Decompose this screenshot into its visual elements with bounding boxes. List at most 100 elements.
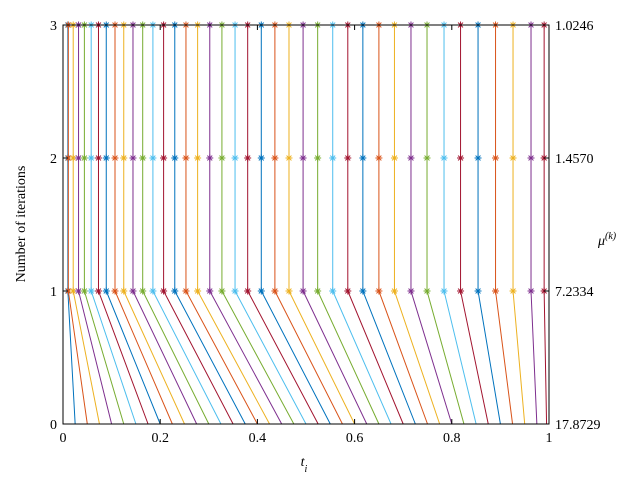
star-marker — [244, 154, 252, 162]
series-line — [197, 25, 270, 425]
series-line — [274, 25, 343, 425]
series-line — [78, 25, 113, 425]
star-marker — [390, 154, 398, 162]
star-marker — [509, 154, 517, 162]
star-marker — [299, 287, 307, 295]
series-line — [142, 25, 210, 425]
star-marker — [75, 287, 83, 295]
series-line — [426, 25, 465, 425]
star-marker — [120, 154, 128, 162]
series-line — [247, 25, 319, 425]
y2-tick-label: 1.4570 — [555, 152, 594, 167]
y-tick-label: 2 — [50, 152, 57, 167]
star-marker — [129, 154, 137, 162]
x-axis-label-sub: i — [305, 464, 308, 475]
star-marker — [64, 287, 72, 295]
star-marker — [87, 287, 95, 295]
series-line — [288, 25, 356, 425]
star-marker — [160, 154, 168, 162]
star-marker — [64, 154, 72, 162]
star-marker — [440, 287, 448, 295]
series-line — [132, 25, 198, 425]
star-marker — [102, 287, 110, 295]
star-marker — [206, 287, 214, 295]
star-marker — [271, 154, 279, 162]
star-marker — [407, 154, 415, 162]
series-line — [163, 25, 234, 425]
star-marker — [80, 287, 88, 295]
series-line — [123, 25, 185, 425]
star-marker — [149, 154, 157, 162]
y2-axis-label-sup: (k) — [605, 231, 617, 242]
star-marker — [407, 287, 415, 295]
series-line — [302, 25, 368, 425]
star-marker — [329, 287, 337, 295]
series-line — [393, 25, 441, 425]
series-line — [105, 25, 161, 425]
star-marker — [129, 287, 137, 295]
star-marker — [314, 287, 322, 295]
x-tick-label: 0.6 — [346, 431, 364, 446]
plot-frame — [62, 24, 550, 425]
series-line — [332, 25, 392, 425]
star-marker — [171, 287, 179, 295]
series-line — [83, 25, 125, 425]
star-marker — [171, 154, 179, 162]
star-marker — [257, 287, 265, 295]
series-line — [234, 25, 307, 425]
star-marker — [285, 287, 293, 295]
series-line — [90, 25, 137, 425]
star-marker — [440, 154, 448, 162]
x-tick-label: 1 — [546, 431, 553, 446]
star-marker — [375, 287, 383, 295]
series-line — [114, 25, 173, 425]
x-tick-label: 0.4 — [249, 431, 267, 446]
star-marker — [139, 287, 147, 295]
series-line — [72, 25, 100, 425]
star-marker — [344, 287, 352, 295]
series-line — [97, 25, 149, 425]
star-marker — [111, 287, 119, 295]
series-line — [317, 25, 380, 425]
series-line — [443, 25, 477, 425]
series-line — [460, 25, 489, 425]
star-marker — [102, 154, 110, 162]
star-marker — [87, 154, 95, 162]
series-line — [209, 25, 283, 425]
series-line — [362, 25, 416, 425]
star-marker — [182, 154, 190, 162]
series-line — [410, 25, 453, 425]
star-marker — [218, 154, 226, 162]
star-marker — [139, 154, 147, 162]
series-line — [185, 25, 258, 425]
star-marker — [194, 287, 202, 295]
y-tick-label: 0 — [50, 418, 57, 433]
series-line — [347, 25, 404, 425]
star-marker — [244, 287, 252, 295]
y2-axis-label-main: μ — [597, 234, 605, 249]
star-marker — [492, 287, 500, 295]
series-line — [530, 25, 538, 425]
x-axis-label-main: t — [301, 455, 306, 470]
star-marker — [120, 287, 128, 295]
star-marker — [527, 154, 535, 162]
x-axis-label: ti — [301, 455, 308, 475]
series-line — [512, 25, 526, 425]
star-marker — [527, 287, 535, 295]
star-marker — [257, 154, 265, 162]
series-line — [67, 25, 76, 425]
series-line — [260, 25, 331, 425]
star-marker — [271, 287, 279, 295]
star-marker — [80, 154, 88, 162]
star-marker — [299, 154, 307, 162]
star-marker — [375, 154, 383, 162]
series-line — [174, 25, 246, 425]
series-line — [477, 25, 501, 425]
star-marker — [474, 154, 482, 162]
y2-tick-label: 17.8729 — [555, 418, 601, 433]
x-tick-label: 0 — [60, 431, 67, 446]
y-axis-label: Number of iterations — [14, 166, 29, 283]
star-marker — [423, 154, 431, 162]
y-tick-label: 3 — [50, 19, 57, 34]
